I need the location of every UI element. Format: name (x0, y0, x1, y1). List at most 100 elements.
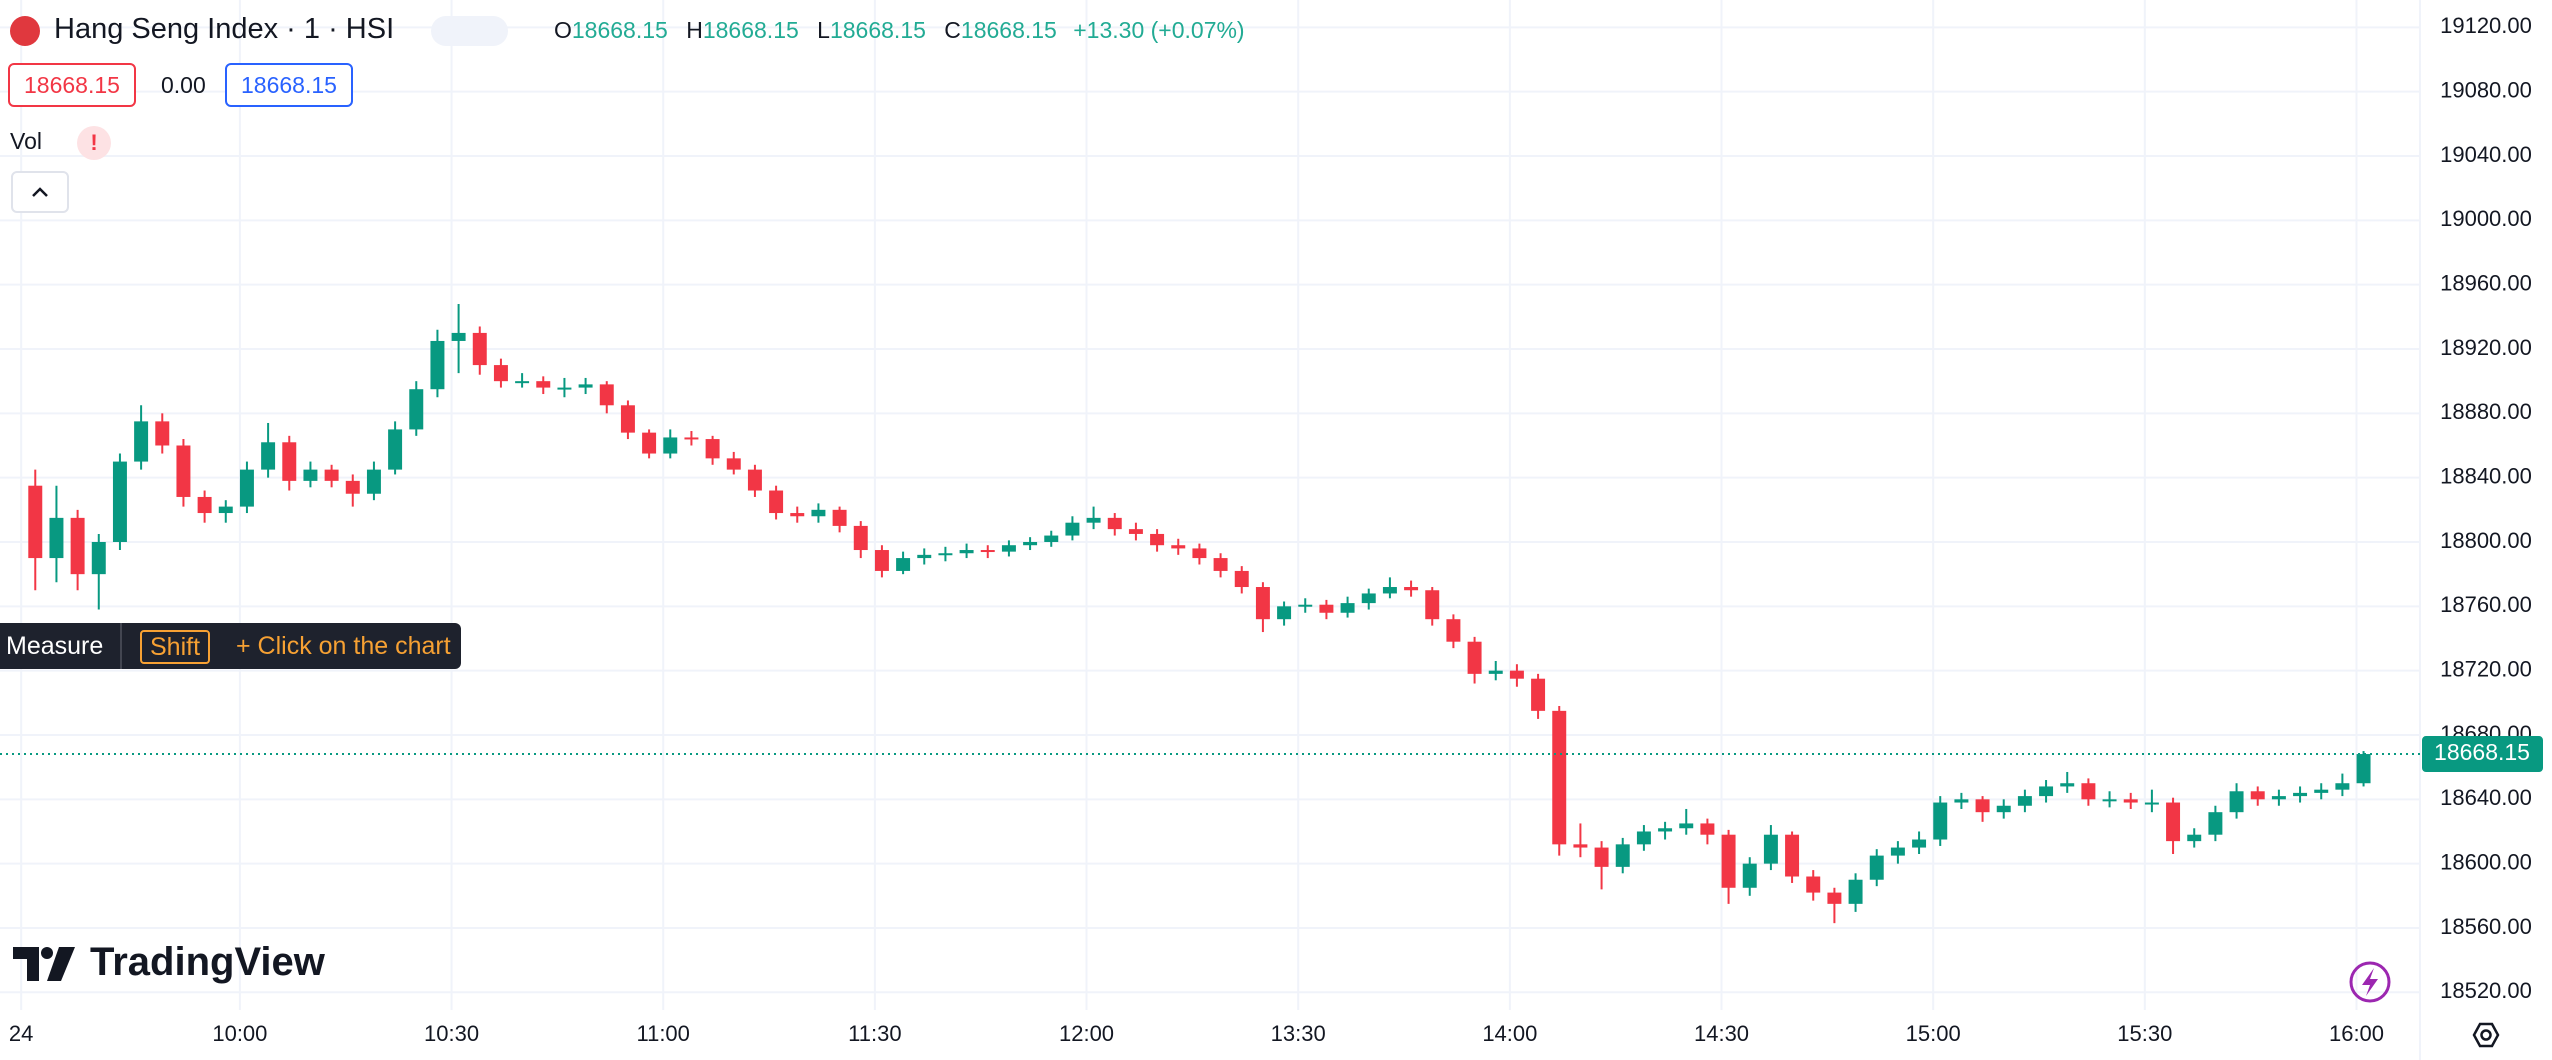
x-tick-label: 16:00 (2329, 1021, 2384, 1046)
indicator-label[interactable]: Vol (10, 128, 42, 154)
candle-body (345, 480, 360, 494)
symbol-icon[interactable] (10, 16, 40, 46)
indicator-warning[interactable]: ! (77, 126, 111, 160)
candle-body (1742, 863, 1757, 888)
candle-body (303, 469, 318, 481)
tooltip-hint: + Click on the chart (236, 632, 451, 660)
candle-body (1425, 590, 1440, 620)
candle-body (1954, 799, 1969, 803)
y-tick-label: 19040.00 (2440, 142, 2532, 167)
replay-button[interactable] (2349, 961, 2391, 1003)
candle-body (2102, 799, 2117, 802)
candle-body (536, 381, 551, 388)
chevron-icon (32, 187, 48, 197)
candle-body (2208, 812, 2223, 835)
ohlc-legend: O18668.15 H18668.15 L18668.15 C18668.15 … (542, 17, 1245, 44)
x-tick-label: 24 (9, 1021, 33, 1046)
spread: 0.00 (161, 72, 206, 98)
ohlc-key: C (944, 17, 961, 43)
candle-body (1213, 558, 1228, 571)
candle-body (1827, 892, 1842, 904)
x-tick-label: 10:00 (212, 1021, 267, 1046)
candle-body (472, 332, 487, 366)
candle-body (2081, 783, 2096, 800)
y-tick-label: 19120.00 (2440, 13, 2532, 38)
symbol-title[interactable]: Hang Seng Index · 1 · HSI (54, 13, 395, 45)
candle-body (1361, 593, 1376, 604)
candle-body (1700, 823, 1715, 835)
sell-button[interactable]: 18668.15 (8, 63, 136, 107)
candle-body (2017, 796, 2032, 806)
candle-body (2039, 786, 2054, 797)
candle-body (1679, 823, 1694, 829)
candle-body (959, 550, 974, 554)
candle-body (1594, 847, 1609, 867)
logo-text[interactable]: TradingView (90, 940, 325, 984)
candle-body (1065, 522, 1080, 536)
candle-body (388, 429, 403, 470)
candle-body (282, 442, 297, 481)
candle-body (49, 517, 64, 559)
candle-body (1128, 529, 1143, 534)
candle-body (1340, 603, 1355, 613)
ohlc-key: L (817, 17, 830, 43)
candle-body (1933, 802, 1948, 840)
candle-body (1255, 587, 1270, 620)
ohlc-value: 18668.15 (571, 17, 668, 43)
candle-body (515, 381, 530, 384)
candle-body (366, 469, 381, 494)
candle-body (726, 458, 741, 470)
candle-body (790, 513, 805, 517)
x-tick-label: 14:00 (1482, 1021, 1537, 1046)
candle-body (324, 469, 339, 481)
candle-body (1996, 805, 2011, 813)
x-tick-label: 15:00 (1906, 1021, 1961, 1046)
candle-body (853, 525, 868, 551)
candle-body (1044, 535, 1059, 542)
candle-body (1319, 604, 1334, 613)
candle-body (874, 550, 889, 571)
candle-body (1234, 570, 1249, 588)
collapse-button[interactable] (11, 171, 69, 213)
candle-body (2293, 792, 2308, 797)
candle-body (1086, 517, 1101, 523)
x-tick-label: 10:30 (424, 1021, 479, 1046)
x-tick-label: 11:00 (636, 1021, 689, 1046)
divider (120, 623, 122, 669)
candle-body (1636, 831, 1651, 845)
candle-body (1975, 799, 1990, 813)
ohlc-key: H (686, 17, 703, 43)
candle-body (239, 469, 254, 507)
candle-body (1848, 879, 1863, 904)
candle-body (1023, 541, 1038, 546)
settings-button[interactable] (2472, 1022, 2500, 1048)
candle-body (1404, 587, 1419, 591)
candle-body (663, 437, 678, 454)
candle-body (1171, 545, 1186, 549)
x-tick-label: 11:30 (848, 1021, 901, 1046)
candle-body (2187, 834, 2202, 842)
candle-body (1192, 548, 1207, 559)
chart-style-toggle[interactable] (431, 16, 508, 46)
candle-body (832, 509, 847, 526)
y-tick-label: 18600.00 (2440, 849, 2532, 874)
settings-icon (2472, 1022, 2500, 1048)
replay-icon (2362, 968, 2378, 996)
ohlc-key: O (554, 17, 572, 43)
candle-body (409, 389, 424, 430)
y-tick-label: 18920.00 (2440, 335, 2532, 360)
candle-body (1806, 876, 1821, 893)
y-tick-label: 18800.00 (2440, 528, 2532, 553)
candle-body (938, 553, 953, 556)
candle-body (2356, 754, 2371, 784)
candle-body (1573, 844, 1588, 848)
candle-body (578, 384, 593, 388)
candle-body (70, 517, 85, 575)
candle-body (2250, 791, 2265, 800)
candle-body (980, 550, 995, 553)
candle-body (557, 387, 572, 390)
x-tick-label: 14:30 (1694, 1021, 1749, 1046)
buy-button[interactable]: 18668.15 (225, 63, 353, 107)
